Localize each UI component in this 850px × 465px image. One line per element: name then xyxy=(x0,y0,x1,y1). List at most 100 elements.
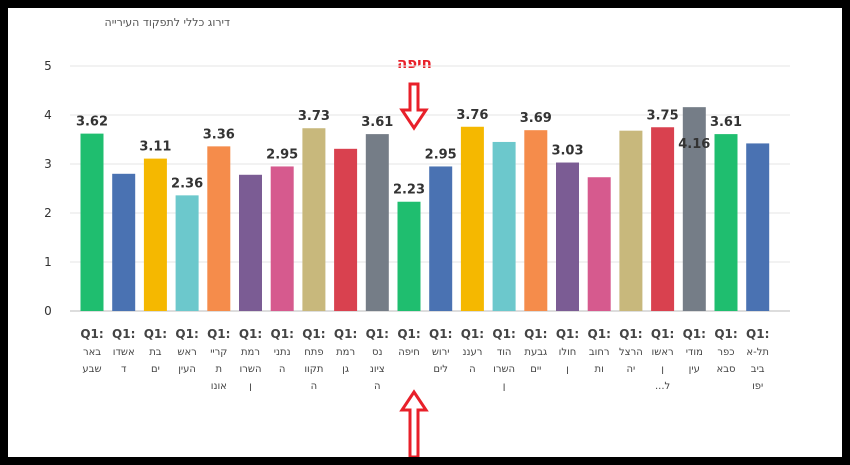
y-tick-label: 1 xyxy=(44,255,52,269)
x-tick-label: גבעת xyxy=(524,347,547,358)
x-tick-label: ה xyxy=(469,364,476,375)
bar xyxy=(239,174,262,311)
data-label: 2.95 xyxy=(425,147,457,162)
x-tick-label: Q1: xyxy=(461,327,484,341)
up-arrow-icon xyxy=(399,389,429,457)
data-label: 3.69 xyxy=(520,111,552,126)
bar xyxy=(397,201,421,311)
x-tick-label: רעננ xyxy=(462,347,482,358)
x-axis: Q1:בארשבעQ1:אשדודQ1:בתיםQ1:ראשהעיןQ1:קרי… xyxy=(80,327,769,392)
x-tick-label: יים xyxy=(530,364,541,375)
x-tick-label: נס xyxy=(372,347,383,358)
x-tick-label: ן xyxy=(661,364,664,375)
x-tick-label: Q1: xyxy=(683,327,706,341)
bar xyxy=(524,130,548,311)
x-tick-label: ל... xyxy=(655,381,670,392)
x-tick-label: השרו xyxy=(493,364,515,375)
bar xyxy=(80,133,104,311)
data-label: 2.36 xyxy=(171,176,203,191)
bar xyxy=(682,107,706,311)
x-tick-label: יפו xyxy=(752,381,763,392)
data-label: 3.75 xyxy=(647,108,679,123)
y-tick-label: 5 xyxy=(44,59,52,73)
data-label: 3.36 xyxy=(203,127,235,142)
bar xyxy=(175,195,199,311)
x-tick-label: לים xyxy=(433,364,448,375)
x-tick-label: Q1: xyxy=(112,327,135,341)
x-tick-label: Q1: xyxy=(334,327,357,341)
bar xyxy=(270,166,294,311)
x-tick-label: יה xyxy=(627,364,636,375)
x-tick-label: Q1: xyxy=(144,327,167,341)
bar xyxy=(556,162,579,311)
bar xyxy=(429,166,453,311)
bar xyxy=(302,128,326,311)
y-tick-label: 4 xyxy=(44,108,52,122)
x-tick-label: חיפה xyxy=(398,347,420,358)
x-tick-label: ירוש xyxy=(432,347,450,358)
x-tick-label: רמת xyxy=(336,347,355,358)
bar xyxy=(651,127,675,311)
chart-title: דירוג כללי לתפקוד העירייה xyxy=(104,16,230,29)
data-label: 3.61 xyxy=(710,115,742,130)
y-tick-label: 0 xyxy=(44,304,52,318)
x-tick-label: רחוב xyxy=(589,347,610,358)
x-tick-label: ן xyxy=(249,381,252,392)
x-tick-label: כפר xyxy=(717,347,734,358)
x-tick-label: ה xyxy=(374,381,381,392)
x-tick-label: באר xyxy=(83,347,101,358)
x-tick-label: ד xyxy=(121,364,127,375)
bar-chart: 0 1 2 3 4 5 3.62 3.11 2.36 3.36 2.95 3.73 3.61 2.23 2… xyxy=(44,59,790,457)
x-tick-label: Q1: xyxy=(651,327,674,341)
x-tick-label: ן xyxy=(503,381,506,392)
x-tick-label: עין xyxy=(689,364,700,375)
x-tick-label: Q1: xyxy=(175,327,198,341)
x-tick-label: ה xyxy=(311,381,318,392)
x-tick-label: Q1: xyxy=(746,327,769,341)
x-tick-label: בת xyxy=(149,347,162,358)
x-tick-label: Q1: xyxy=(397,327,420,341)
x-tick-label: Q1: xyxy=(302,327,325,341)
x-tick-label: נתני xyxy=(274,347,291,358)
bars xyxy=(80,107,770,311)
bar xyxy=(334,148,358,311)
bar xyxy=(492,141,516,311)
x-tick-label: גן xyxy=(342,364,349,375)
x-tick-label: Q1: xyxy=(588,327,611,341)
bar xyxy=(207,146,231,311)
data-label: 2.95 xyxy=(266,147,298,162)
data-label: 3.62 xyxy=(76,115,108,130)
x-tick-label: Q1: xyxy=(366,327,389,341)
data-label: 4.16 xyxy=(678,137,710,152)
x-tick-label: הוד xyxy=(497,347,512,358)
x-tick-label: Q1: xyxy=(207,327,230,341)
x-tick-label: Q1: xyxy=(619,327,642,341)
x-tick-label: Q1: xyxy=(271,327,294,341)
x-tick-label: פתח xyxy=(304,347,323,358)
x-tick-label: ים xyxy=(151,364,160,375)
x-tick-label: ראשו xyxy=(652,347,674,358)
x-tick-label: סבא xyxy=(717,364,736,375)
x-tick-label: השרו xyxy=(240,364,262,375)
bar xyxy=(587,177,611,311)
x-tick-label: ת xyxy=(216,364,223,375)
annotation-label: חיפה xyxy=(397,54,432,72)
data-label: 3.03 xyxy=(551,144,583,159)
x-tick-label: ביב xyxy=(751,364,765,375)
bar xyxy=(746,143,770,311)
x-tick-label: תקוו xyxy=(304,364,323,375)
annotation-arrows xyxy=(399,82,429,457)
bar xyxy=(619,130,643,311)
bar xyxy=(714,134,738,311)
bar xyxy=(143,158,167,311)
screenshot-frame: דירוג כללי לתפקוד העירייה חיפה 0 1 2 3 4 5 3.… xyxy=(8,8,842,457)
x-tick-label: ות xyxy=(595,364,604,375)
x-tick-label: אונו xyxy=(211,381,227,392)
data-label: 3.73 xyxy=(298,109,330,124)
x-tick-label: הרצל xyxy=(619,347,643,358)
x-tick-label: Q1: xyxy=(492,327,515,341)
x-tick-label: ן xyxy=(566,364,569,375)
x-tick-label: אשדו xyxy=(113,347,135,358)
data-label: 3.61 xyxy=(361,115,393,130)
x-tick-label: חולו xyxy=(559,347,577,358)
